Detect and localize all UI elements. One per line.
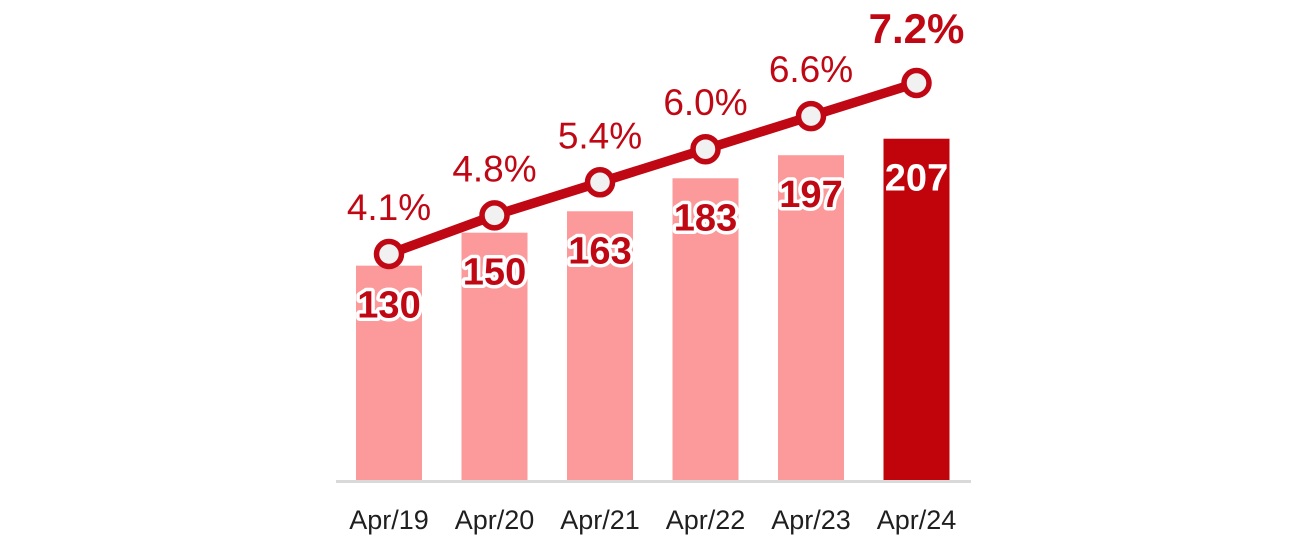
bar-apr-19 [356, 265, 422, 480]
trend-line [387, 78, 918, 259]
bar-apr-21 [567, 211, 633, 480]
percent-label: 7.2% [869, 5, 965, 52]
x-axis-label-apr-20: Apr/20 [455, 505, 535, 535]
x-axis-label-apr-22: Apr/22 [666, 505, 746, 535]
percent-label: 6.6% [769, 49, 853, 90]
bar-apr-20 [461, 232, 528, 480]
x-axis-label-apr-19: Apr/19 [349, 505, 429, 535]
bar-value-label: 197 [779, 174, 842, 216]
chart-canvas: 4.1% 4.8% 5.4% 6.0% 6.6% 7.2% 130 150 163 183 197 2… [329, 0, 987, 548]
combo-chart: 4.1% 4.8% 5.4% 6.0% 6.6% 7.2% 130 150 163 183 197 2… [336, 5, 971, 535]
bar-value-label: 207 [885, 158, 948, 200]
percent-label: 4.8% [452, 148, 536, 189]
line-marker [901, 67, 932, 99]
x-axis-label-apr-23: Apr/23 [771, 505, 851, 535]
percent-label: 4.1% [347, 187, 431, 228]
bar-apr-24 [883, 138, 950, 480]
line-marker [584, 167, 616, 198]
line-marker [373, 238, 405, 270]
percent-label: 5.4% [558, 115, 642, 156]
bar-value-label: 130 [357, 285, 420, 327]
line-marker [690, 133, 721, 165]
bar-value-label: 163 [568, 230, 631, 272]
bar-apr-23 [778, 155, 844, 480]
x-axis-label-apr-21: Apr/21 [560, 505, 640, 535]
line-marker [795, 100, 827, 132]
bar-value-label: 150 [463, 252, 526, 294]
bar-apr-22 [672, 178, 739, 480]
line-marker [479, 200, 510, 231]
x-axis-label-apr-24: Apr/24 [877, 505, 957, 535]
percent-label: 6.0% [663, 82, 747, 123]
bar-value-label: 183 [674, 197, 737, 239]
